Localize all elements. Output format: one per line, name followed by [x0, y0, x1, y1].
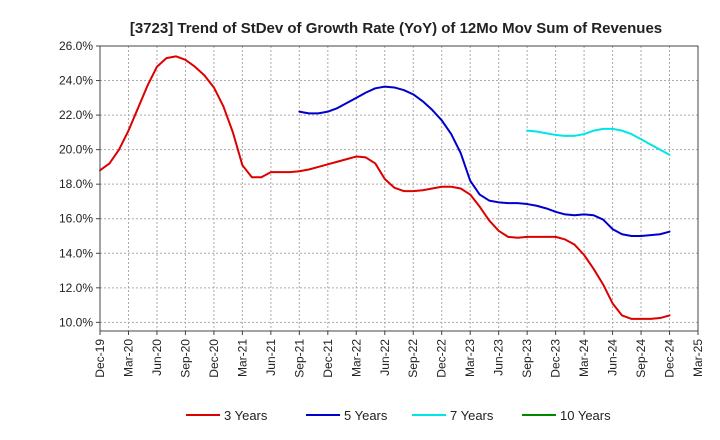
y-tick-label: 20.0%: [59, 143, 93, 157]
x-tick-label: Sep-23: [520, 339, 534, 378]
x-axis: Dec-19 Mar-20 Jun-20 Sep-20 Dec-20 Mar-21 Jun-…: [93, 331, 705, 378]
series-line-5-years: [298, 85, 671, 237]
legend-label: 5 Years: [344, 408, 388, 423]
chart-title: [3723] Trend of StDev of Growth Rate (Yo…: [130, 20, 662, 37]
x-tick-label: Jun-24: [606, 339, 620, 376]
x-tick-label: Dec-22: [435, 339, 449, 378]
x-tick-label: Mar-22: [349, 339, 363, 377]
x-tick-label: Mar-25: [691, 339, 705, 377]
x-tick-label: Jun-21: [264, 339, 278, 376]
plot-frame: [99, 45, 699, 332]
x-tick-label: Dec-24: [663, 339, 677, 378]
x-tick-label: Dec-19: [93, 339, 107, 378]
legend-label: 3 Years: [224, 408, 268, 423]
y-tick-label: 12.0%: [59, 281, 93, 295]
series-line-7-years: [526, 127, 671, 156]
x-tick-label: Sep-22: [406, 339, 420, 378]
x-tick-label: Jun-23: [492, 339, 506, 376]
y-tick-label: 26.0%: [59, 39, 93, 53]
x-tick-label: Mar-24: [577, 339, 591, 377]
series-lines: [99, 55, 671, 320]
x-tick-label: Mar-23: [463, 339, 477, 377]
y-tick-label: 14.0%: [59, 246, 93, 260]
x-tick-label: Dec-23: [549, 339, 563, 378]
y-tick-label: 24.0%: [59, 74, 93, 88]
y-tick-label: 22.0%: [59, 108, 93, 122]
x-tick-label: Dec-20: [207, 339, 221, 378]
y-tick-label: 16.0%: [59, 212, 93, 226]
x-tick-label: Sep-20: [178, 339, 192, 378]
x-tick-label: Sep-21: [292, 339, 306, 378]
y-tick-label: 10.0%: [59, 315, 93, 329]
x-tick-label: Jun-22: [378, 339, 392, 376]
y-axis: 10.0% 12.0% 14.0% 16.0% 18.0% 20.0% 22.0% 24.0%…: [59, 39, 100, 329]
x-tick-label: Mar-20: [121, 339, 135, 377]
legend-label: 10 Years: [560, 408, 611, 423]
legend: 3 Years 5 Years 7 Years 10 Years: [186, 408, 611, 423]
x-tick-label: Dec-21: [321, 339, 335, 378]
x-tick-label: Mar-21: [235, 339, 249, 377]
x-tick-label: Jun-20: [150, 339, 164, 376]
x-tick-label: Sep-24: [634, 339, 648, 378]
series-line-3-years: [99, 55, 671, 320]
legend-label: 7 Years: [450, 408, 494, 423]
y-tick-label: 18.0%: [59, 177, 93, 191]
